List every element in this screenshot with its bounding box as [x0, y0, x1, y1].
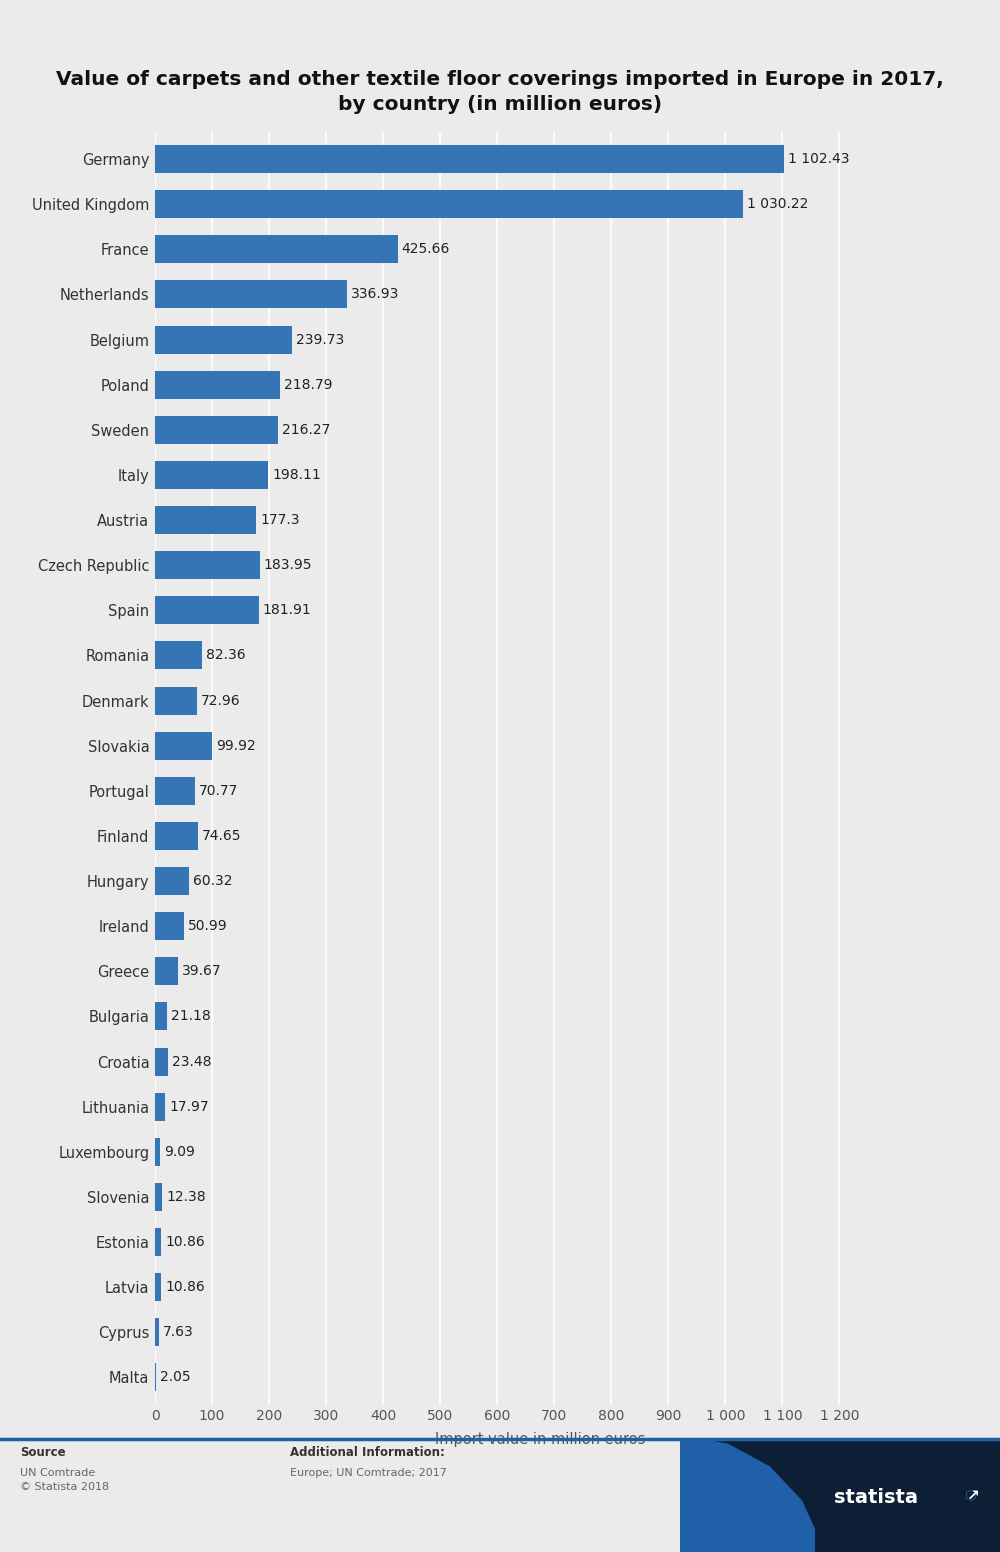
X-axis label: Import value in million euros: Import value in million euros: [435, 1432, 645, 1446]
Text: 425.66: 425.66: [402, 242, 450, 256]
Bar: [155, 191, 743, 219]
Bar: [155, 1364, 156, 1392]
Text: 239.73: 239.73: [296, 332, 344, 346]
Bar: [155, 1093, 165, 1121]
Bar: [155, 416, 278, 444]
Text: 10.86: 10.86: [165, 1280, 205, 1294]
Text: Europe; UN Comtrade; 2017: Europe; UN Comtrade; 2017: [290, 1468, 447, 1478]
Bar: [155, 641, 202, 669]
Text: 2.05: 2.05: [160, 1370, 191, 1384]
Bar: [155, 686, 197, 714]
Text: 82.36: 82.36: [206, 649, 246, 663]
Text: ↗: ↗: [966, 1488, 979, 1502]
Bar: [155, 1183, 162, 1211]
Bar: [155, 506, 256, 534]
Text: 99.92: 99.92: [216, 739, 256, 753]
Text: 60.32: 60.32: [193, 874, 233, 888]
Bar: [155, 1003, 167, 1031]
Text: 218.79: 218.79: [284, 377, 332, 391]
Bar: [155, 1228, 161, 1256]
Text: 21.18: 21.18: [171, 1009, 211, 1023]
Text: 7.63: 7.63: [163, 1325, 194, 1339]
Bar: [155, 868, 189, 896]
Bar: [155, 1138, 160, 1166]
Text: statista: statista: [834, 1488, 918, 1507]
Text: 50.99: 50.99: [188, 919, 228, 933]
Text: Source: Source: [20, 1446, 66, 1459]
Text: ⬡: ⬡: [965, 1488, 977, 1502]
Text: 198.11: 198.11: [272, 467, 321, 483]
Text: 23.48: 23.48: [172, 1054, 212, 1069]
Bar: [155, 1273, 161, 1301]
Bar: [155, 281, 347, 309]
Text: 183.95: 183.95: [264, 559, 312, 573]
Text: Additional Information:: Additional Information:: [290, 1446, 445, 1459]
Text: 70.77: 70.77: [199, 784, 239, 798]
Text: 12.38: 12.38: [166, 1190, 206, 1204]
Bar: [155, 731, 212, 759]
Bar: [155, 371, 280, 399]
Text: 9.09: 9.09: [164, 1145, 195, 1159]
Bar: [155, 144, 784, 172]
Text: UN Comtrade
© Statista 2018: UN Comtrade © Statista 2018: [20, 1468, 109, 1491]
Text: 336.93: 336.93: [351, 287, 400, 301]
Text: 181.91: 181.91: [263, 604, 311, 618]
Bar: [155, 551, 260, 579]
Polygon shape: [680, 1439, 814, 1552]
Text: 10.86: 10.86: [165, 1235, 205, 1249]
Text: 216.27: 216.27: [282, 422, 331, 436]
Bar: [155, 461, 268, 489]
Bar: [155, 596, 259, 624]
Bar: [155, 326, 292, 354]
Bar: [155, 778, 195, 805]
Bar: [155, 958, 178, 986]
Text: 39.67: 39.67: [182, 964, 221, 978]
Bar: [155, 913, 184, 941]
Text: 1 030.22: 1 030.22: [747, 197, 808, 211]
Bar: [155, 1048, 168, 1076]
Text: 74.65: 74.65: [202, 829, 241, 843]
Text: 1 102.43: 1 102.43: [788, 152, 849, 166]
Text: Value of carpets and other textile floor coverings imported in Europe in 2017,
b: Value of carpets and other textile floor…: [56, 70, 944, 113]
Text: 72.96: 72.96: [201, 694, 240, 708]
Text: 177.3: 177.3: [260, 514, 300, 528]
Text: 17.97: 17.97: [169, 1100, 209, 1114]
Bar: [155, 823, 198, 850]
Bar: [155, 1318, 159, 1346]
Bar: [155, 236, 398, 264]
